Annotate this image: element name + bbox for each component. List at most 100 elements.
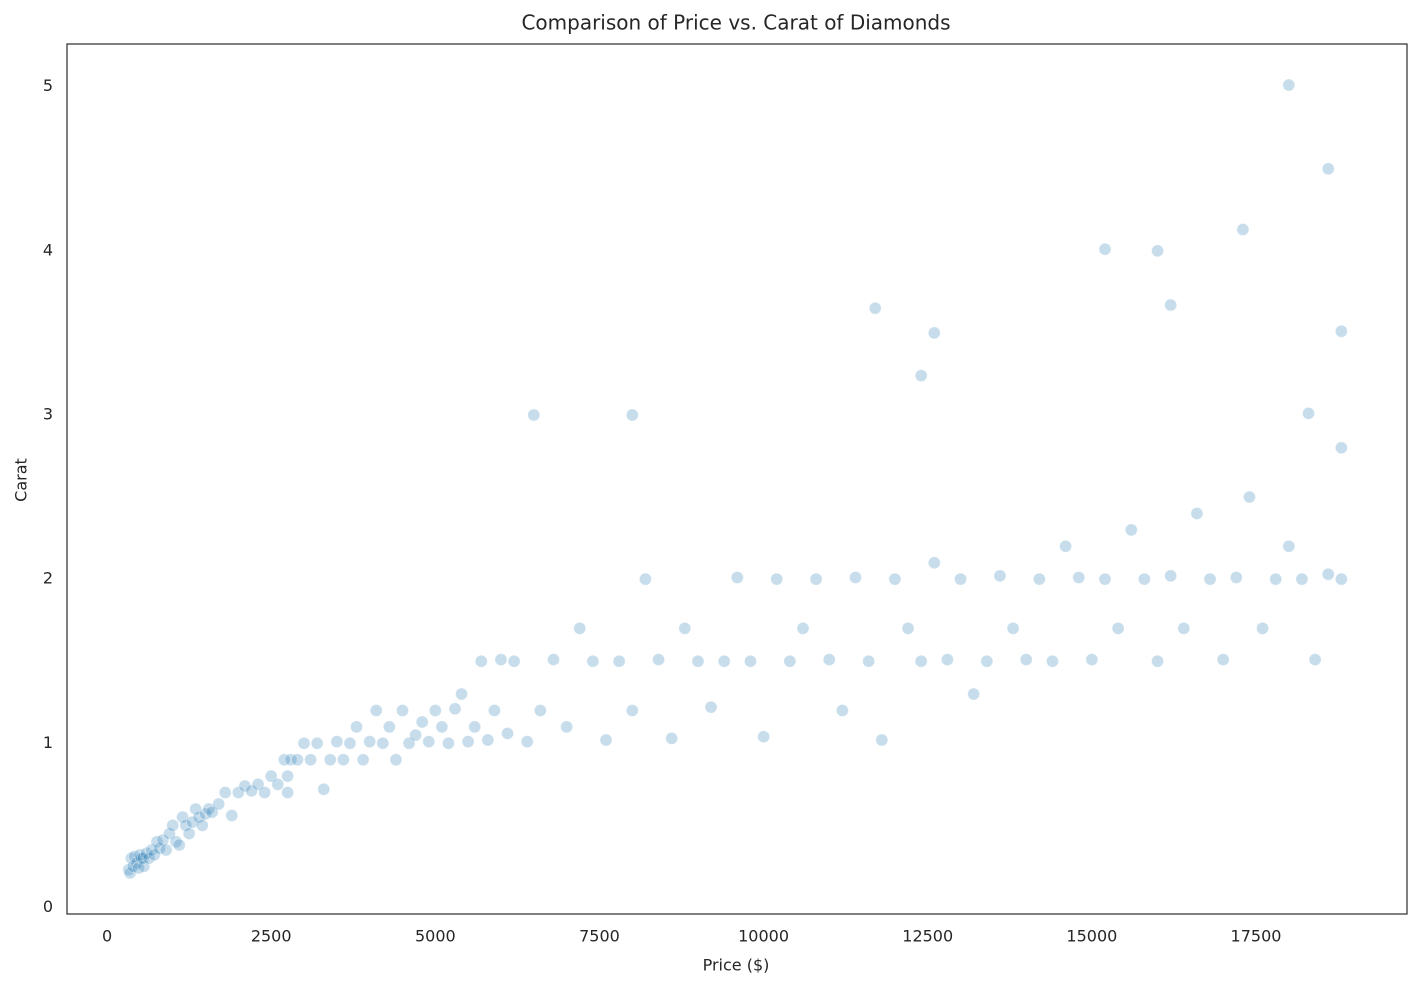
- point: [189, 802, 203, 816]
- point: [507, 654, 521, 668]
- point: [796, 621, 810, 635]
- point: [1111, 621, 1125, 635]
- point: [822, 653, 836, 666]
- point: [128, 850, 142, 863]
- point: [730, 571, 744, 584]
- point: [652, 653, 665, 666]
- point: [136, 851, 150, 865]
- point: [297, 736, 311, 750]
- point: [264, 769, 278, 783]
- point: [1334, 572, 1348, 586]
- x-tick-label: 0: [102, 927, 112, 946]
- point: [122, 863, 136, 877]
- point: [1098, 572, 1112, 586]
- point: [192, 810, 206, 824]
- point: [941, 653, 954, 666]
- point: [281, 769, 294, 783]
- point: [1243, 490, 1256, 504]
- point: [330, 735, 344, 749]
- point: [625, 704, 639, 717]
- point: [356, 753, 370, 767]
- point: [691, 654, 705, 668]
- point: [179, 818, 193, 832]
- point: [277, 753, 291, 767]
- point: [717, 654, 731, 668]
- point: [1334, 324, 1348, 338]
- point: [1072, 571, 1086, 584]
- point: [501, 727, 514, 740]
- point: [130, 856, 143, 870]
- point: [1098, 242, 1112, 256]
- point: [665, 731, 679, 745]
- point: [124, 851, 138, 865]
- point: [835, 704, 849, 717]
- point: [159, 843, 173, 857]
- point: [1282, 78, 1296, 92]
- point: [363, 735, 377, 749]
- point: [586, 654, 600, 668]
- point: [137, 859, 151, 873]
- point: [488, 704, 501, 717]
- point: [625, 408, 639, 422]
- x-tick-label: 10000: [738, 927, 789, 946]
- point: [461, 735, 475, 749]
- point: [133, 848, 147, 862]
- point: [199, 807, 212, 821]
- point: [901, 621, 915, 635]
- point: [1203, 572, 1217, 586]
- points: [122, 78, 1348, 880]
- point: [176, 810, 189, 824]
- point: [980, 654, 994, 668]
- point: [704, 700, 718, 714]
- point: [140, 846, 153, 860]
- point: [474, 654, 488, 668]
- point: [868, 301, 882, 315]
- point: [172, 838, 186, 852]
- point: [468, 720, 482, 734]
- point: [455, 687, 468, 701]
- point: [258, 786, 272, 799]
- point: [809, 572, 823, 586]
- point: [317, 782, 331, 796]
- point: [527, 408, 541, 422]
- point: [1177, 621, 1191, 635]
- point: [182, 827, 196, 840]
- chart-title: Comparison of Price vs. Carat of Diamond…: [521, 11, 950, 35]
- point: [888, 572, 902, 586]
- y-tick-label: 2: [43, 569, 53, 588]
- point: [1006, 621, 1020, 635]
- point: [271, 777, 285, 791]
- point: [533, 704, 547, 717]
- point: [954, 572, 967, 586]
- point: [150, 835, 164, 849]
- point: [573, 621, 587, 635]
- point: [1216, 653, 1230, 666]
- point: [442, 736, 455, 750]
- point: [1124, 523, 1138, 537]
- point: [231, 786, 245, 799]
- point: [1137, 572, 1151, 586]
- point: [1321, 162, 1335, 176]
- point: [163, 827, 176, 840]
- point: [195, 818, 209, 832]
- point: [1321, 567, 1335, 581]
- point: [153, 841, 166, 855]
- point: [612, 654, 626, 668]
- point: [783, 654, 797, 668]
- point: [284, 753, 298, 767]
- point: [145, 843, 159, 857]
- point: [1164, 298, 1178, 312]
- point: [875, 733, 889, 747]
- point: [1236, 223, 1250, 236]
- y-tick-label: 1: [43, 733, 53, 752]
- point: [212, 797, 226, 811]
- point: [435, 720, 449, 734]
- point: [185, 815, 199, 829]
- point: [757, 730, 770, 744]
- point: [156, 833, 170, 847]
- point: [245, 784, 258, 798]
- point: [369, 704, 383, 717]
- point: [126, 859, 140, 873]
- point: [1269, 572, 1283, 586]
- x-tick-label: 15000: [1066, 927, 1117, 946]
